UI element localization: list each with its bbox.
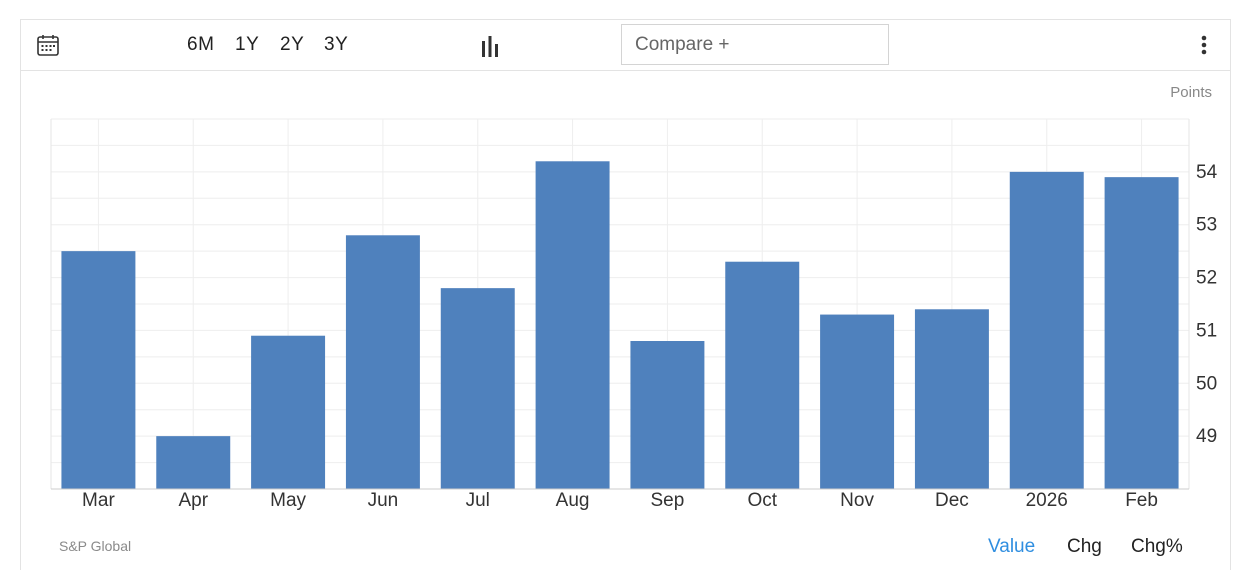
bar-chart-icon[interactable] <box>480 35 500 57</box>
compare-input[interactable]: Compare + <box>621 24 889 65</box>
metric-value-tab[interactable]: Value <box>988 536 1036 557</box>
metric-chgpct-tab[interactable]: Chg% <box>1131 536 1183 557</box>
chart-toolbar: 6M 1Y 2Y 3Y Compare + <box>21 20 1230 71</box>
range-3y-button[interactable]: 3Y <box>324 34 349 55</box>
range-2y-button[interactable]: 2Y <box>280 34 305 55</box>
source-label: S&P Global <box>59 538 132 554</box>
more-vertical-icon[interactable] <box>1197 34 1211 56</box>
range-1y-button[interactable]: 1Y <box>235 34 260 55</box>
calendar-icon[interactable] <box>36 33 60 57</box>
chart-frame <box>20 19 1231 570</box>
metric-chg-tab[interactable]: Chg <box>1067 536 1102 557</box>
range-6m-button[interactable]: 6M <box>187 34 215 55</box>
unit-label: Points <box>1170 84 1212 101</box>
